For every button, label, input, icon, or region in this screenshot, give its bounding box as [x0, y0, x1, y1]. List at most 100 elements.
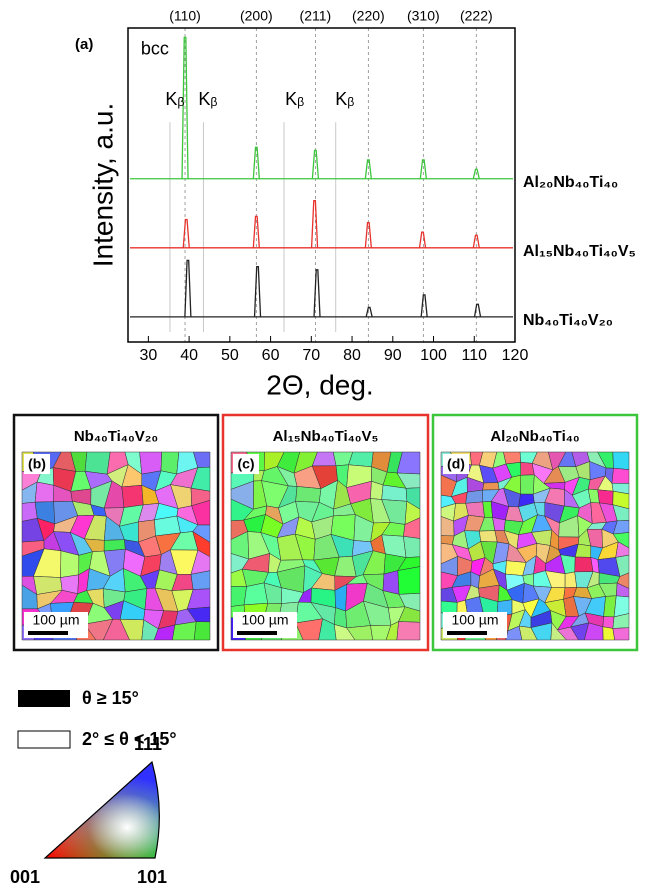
legend-label: Nb₄₀Ti₄₀V₂₀ [523, 312, 613, 329]
scale-bar [28, 631, 68, 635]
grain [520, 474, 535, 495]
ipf-triangle [43, 760, 160, 859]
plot-frame [127, 27, 516, 343]
peak [311, 149, 320, 179]
legend-label: Al₁₅Nb₄₀Ti₄₀V₅ [523, 243, 636, 260]
grain [505, 560, 527, 576]
peak [181, 36, 189, 179]
panel-label: (d) [447, 456, 465, 472]
peak [253, 265, 262, 317]
peak [184, 259, 192, 317]
legend-label: Al₂₀Nb₄₀Ti₄₀ [523, 174, 618, 191]
grain [382, 570, 400, 595]
peak [472, 234, 480, 248]
peak [364, 159, 372, 179]
panel-label: (b) [28, 456, 46, 472]
label-bg [443, 454, 469, 474]
grain [160, 451, 180, 475]
grain [479, 530, 498, 543]
x-tick-label: 120 [502, 347, 529, 364]
annotation: bcc [141, 39, 169, 59]
peak [418, 231, 427, 248]
x-tick-label: 60 [262, 347, 280, 364]
panel-frame [431, 413, 639, 652]
panel-title: Nb₄₀Ti₄₀V₂₀ [74, 428, 158, 445]
grain [612, 451, 630, 470]
reflection-label: (310) [407, 8, 440, 24]
grain [397, 566, 421, 595]
reflection-label: (211) [300, 8, 332, 24]
peak [252, 215, 260, 248]
ipf-label: 101 [137, 867, 167, 887]
legend-swatch [18, 690, 70, 707]
scale-bar-label: 100 µm [452, 612, 499, 628]
annotation: Kᵦ [335, 89, 354, 109]
x-tick-label: 50 [221, 347, 239, 364]
grain [613, 595, 630, 618]
grain [465, 489, 483, 504]
annotation: Kᵦ [198, 89, 217, 109]
grain [139, 451, 163, 475]
annotation: Kᵦ [165, 89, 184, 109]
ipf-label: 001 [10, 867, 40, 887]
grain [597, 489, 614, 505]
x-tick-label: 40 [180, 347, 198, 364]
grain [34, 481, 55, 503]
panel-label: (c) [237, 456, 254, 472]
grain [403, 536, 421, 558]
grain [612, 627, 630, 641]
grain [154, 515, 181, 537]
annotation: Kᵦ [285, 89, 304, 109]
scale-bar-label: 100 µm [242, 612, 289, 628]
panel-title: Al₂₀Nb₄₀Ti₄₀ [490, 428, 579, 445]
grain [84, 451, 111, 475]
grain [295, 486, 322, 503]
reflection-label: (200) [240, 8, 273, 24]
panel-frame [221, 413, 430, 652]
peak [473, 303, 482, 317]
peak [365, 306, 373, 318]
ipf-label: 111 [134, 734, 162, 754]
panel-frame [12, 413, 220, 652]
ebsd-map [230, 451, 421, 641]
x-axis-label: 2Θ, deg. [266, 369, 373, 400]
grain [193, 621, 211, 641]
reflection-label: (222) [460, 8, 493, 24]
scale-bar [237, 631, 277, 635]
legend-label: 2° ≤ θ < 15° [82, 729, 177, 749]
grain [574, 556, 594, 573]
grain [243, 582, 269, 606]
peak [252, 146, 260, 179]
label-bg [233, 454, 259, 474]
legend-swatch [17, 730, 71, 749]
scale-bar-label: 100 µm [33, 612, 80, 628]
peak [310, 200, 319, 248]
x-tick-label: 80 [343, 347, 361, 364]
grain [611, 467, 630, 484]
panel-label: (a) [75, 36, 93, 53]
reflection-label: (220) [352, 8, 385, 24]
legend-label: θ ≥ 15° [82, 688, 139, 708]
reflection-label: (110) [169, 8, 201, 24]
grain [482, 482, 500, 491]
grain [348, 451, 374, 468]
peak [313, 269, 321, 317]
scale-bar [447, 631, 487, 635]
grain [121, 484, 144, 508]
peak [182, 218, 190, 248]
peak [472, 168, 480, 179]
grain [503, 451, 521, 465]
x-tick-label: 30 [139, 347, 157, 364]
label-bg [24, 454, 50, 474]
grain [440, 535, 455, 545]
peak [364, 222, 372, 248]
panel-title: Al₁₅Nb₄₀Ti₄₀V₅ [273, 428, 379, 445]
x-tick-label: 100 [420, 347, 447, 364]
x-tick-label: 110 [462, 347, 488, 364]
grain [574, 543, 592, 558]
x-tick-label: 90 [384, 347, 402, 364]
peak [420, 294, 428, 317]
x-tick-label: 70 [302, 347, 320, 364]
ebsd-map [440, 451, 630, 641]
